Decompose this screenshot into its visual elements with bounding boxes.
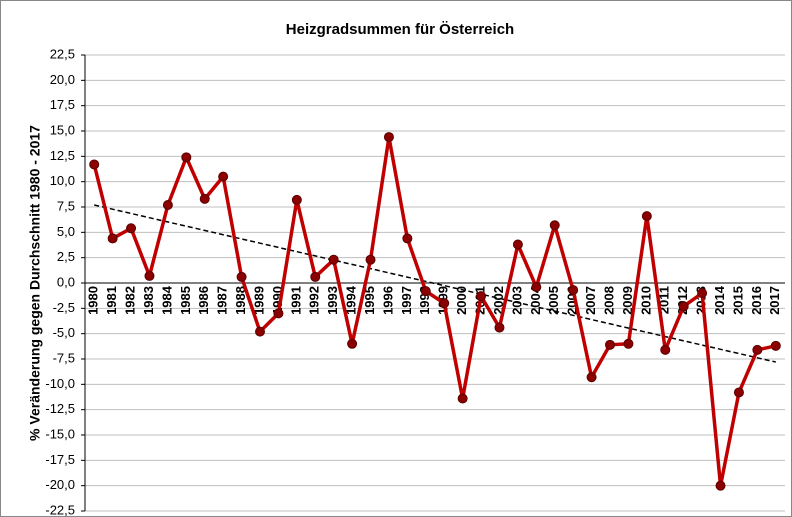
y-tick-label: 20,0 [50,72,75,87]
chart-title: Heizgradsummen für Österreich [286,21,514,38]
y-tick-label: -12,5 [45,401,75,416]
x-tick-label: 1992 [307,286,322,315]
data-point [273,308,284,319]
x-tick-label: 2015 [730,286,745,315]
data-point [512,239,523,250]
x-tick-label: 1985 [178,286,193,315]
data-point [365,254,376,265]
y-tick-label: 10,0 [50,173,75,188]
x-tick-label: 2010 [638,286,653,315]
y-tick-label: 15,0 [50,122,75,137]
data-point [678,301,689,312]
y-tick-label: 17,5 [50,97,75,112]
x-tick-label: 1995 [362,286,377,315]
x-tick-label: 2007 [583,286,598,315]
data-point [715,480,726,491]
data-point [144,270,155,281]
data-point [383,132,394,143]
data-point [126,223,137,234]
data-point [733,387,744,398]
data-point [218,171,229,182]
data-point [291,194,302,205]
data-point [586,372,597,383]
y-tick-label: 5,0 [57,224,75,239]
y-tick-label: -2,5 [53,300,75,315]
x-tick-label: 1983 [141,286,156,315]
x-tick-label: 1997 [399,286,414,315]
x-tick-label: 1980 [86,286,101,315]
data-point [660,344,671,355]
data-point [623,338,634,349]
y-tick-label: 12,5 [50,148,75,163]
data-point [402,233,413,244]
data-point [89,159,100,170]
data-point [162,199,173,210]
x-tick-label: 2016 [749,286,764,315]
x-tick-label: 1982 [122,286,137,315]
y-tick-label: -5,0 [53,325,75,340]
x-tick-label: 2017 [767,286,782,315]
data-point [568,285,579,296]
data-point [236,271,247,282]
data-point [752,344,763,355]
y-tick-label: -10,0 [45,376,75,391]
y-tick-label: 0,0 [57,274,75,289]
data-point [199,193,210,204]
y-tick-label: -17,5 [45,452,75,467]
x-tick-label: 2008 [601,286,616,315]
data-point [328,254,339,265]
x-tick-label: 1996 [380,286,395,315]
x-tick-label: 2009 [620,286,635,315]
x-tick-label: 1989 [251,286,266,315]
y-tick-label: 7,5 [57,198,75,213]
data-point [181,152,192,163]
data-point [310,271,321,282]
data-point [697,288,708,299]
y-axis-label: % Veränderung gegen Durchschnitt 1980 - … [27,125,43,441]
x-tick-label: 1981 [104,286,119,315]
x-tick-label: 1993 [325,286,340,315]
data-point [770,340,781,351]
data-point [347,338,358,349]
y-tick-label: -7,5 [53,350,75,365]
data-point [420,286,431,297]
data-point [457,393,468,404]
x-tick-label: 1988 [233,286,248,315]
x-tick-label: 2003 [509,286,524,315]
data-point [531,282,542,293]
data-point [255,326,265,337]
x-tick-label: 2014 [712,285,727,315]
y-tick-label: -20,0 [45,477,75,492]
data-point [107,233,118,244]
y-tick-label: 22,5 [50,46,75,61]
y-tick-label: 2,5 [57,249,75,264]
x-tick-label: 1994 [344,285,359,315]
data-point [549,220,560,231]
data-point [641,211,652,222]
data-point [476,291,487,302]
data-point [605,339,615,350]
x-tick-label: 2000 [454,286,469,315]
data-point [494,322,505,333]
y-tick-label: -15,0 [45,426,75,441]
y-tick-label: -22,5 [45,502,75,517]
x-tick-label: 1984 [159,285,174,315]
trendline [94,204,776,363]
data-point [439,298,450,309]
x-tick-label: 1987 [215,286,230,315]
x-tick-label: 2005 [546,286,561,315]
x-tick-label: 1991 [288,286,303,315]
x-tick-label: 1986 [196,286,211,315]
